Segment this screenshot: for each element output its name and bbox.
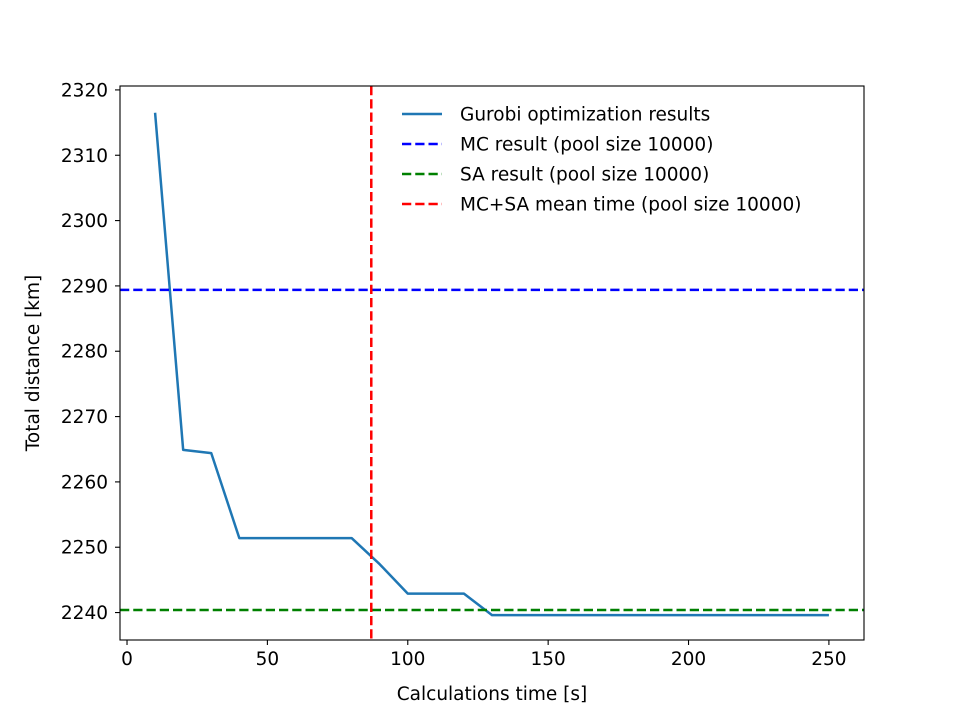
y-tick-label: 2240 (61, 603, 108, 624)
legend-label-1: MC result (pool size 10000) (460, 135, 713, 156)
x-tick-label: 100 (390, 649, 425, 670)
y-axis: 2240 2250 2260 2270 2280 2290 2300 2310 2320 (61, 80, 120, 624)
series-line-gurobi (153, 112, 829, 617)
legend: Gurobi optimization results MC result (po… (402, 105, 801, 216)
y-axis-label: Total distance [km] (23, 275, 44, 453)
y-tick-label: 2310 (61, 146, 108, 167)
legend-label-0: Gurobi optimization results (460, 105, 710, 126)
x-axis-label: Calculations time [s] (397, 684, 587, 705)
x-tick-label: 150 (530, 649, 565, 670)
plot-frame (119, 85, 865, 641)
x-tick-label: 250 (811, 649, 846, 670)
series-layer (120, 86, 864, 640)
x-tick-label: 200 (671, 649, 706, 670)
y-tick-label: 2300 (61, 211, 108, 232)
x-tick-label: 0 (121, 649, 133, 670)
legend-label-3: MC+SA mean time (pool size 10000) (460, 195, 801, 216)
y-tick-label: 2280 (61, 342, 108, 363)
legend-label-2: SA result (pool size 10000) (460, 165, 709, 186)
y-tick-label: 2270 (61, 407, 108, 428)
x-axis: 0 50 100 150 200 250 (121, 640, 847, 670)
x-tick-label: 50 (256, 649, 280, 670)
y-tick-label: 2260 (61, 472, 108, 493)
y-tick-label: 2250 (61, 538, 108, 559)
y-tick-label: 2320 (61, 80, 108, 101)
y-tick-label: 2290 (61, 276, 108, 297)
